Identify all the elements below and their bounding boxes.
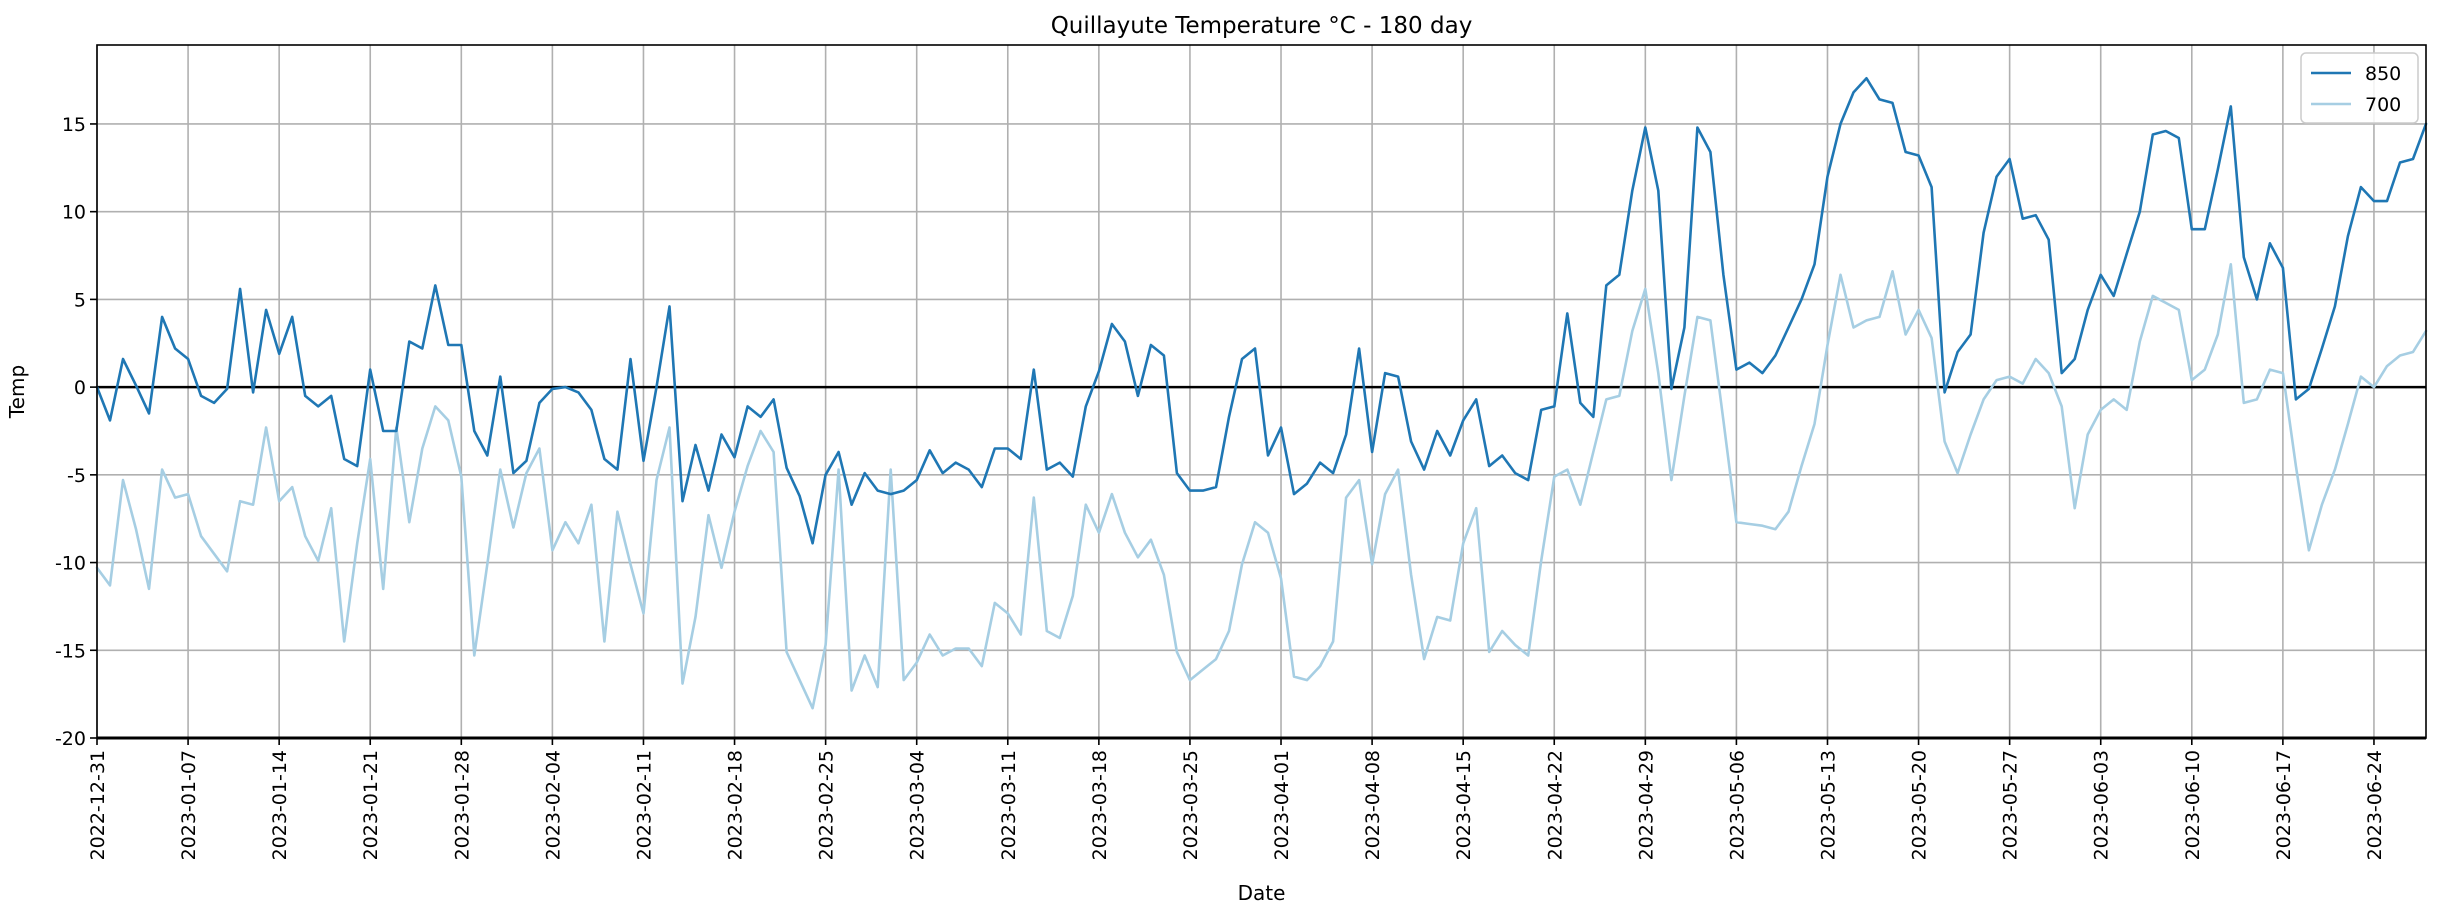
x-tick-label: 2023-01-21 xyxy=(360,750,382,860)
x-tick-label: 2023-04-01 xyxy=(1271,750,1293,860)
x-tick-label: 2023-05-27 xyxy=(2000,750,2022,860)
x-tick-label: 2023-02-18 xyxy=(725,750,747,860)
y-tick-label: -15 xyxy=(55,640,86,662)
y-tick-label: 10 xyxy=(62,202,86,224)
y-tick-label: -10 xyxy=(55,553,86,575)
x-tick-label: 2022-12-31 xyxy=(87,750,109,860)
series-line-850 xyxy=(95,77,2428,545)
y-tick-label: 0 xyxy=(74,377,86,399)
chart-title: Quillayute Temperature °C - 180 day xyxy=(1051,13,1473,39)
y-axis-label: Temp xyxy=(5,365,29,419)
x-tick-label: 2023-06-10 xyxy=(2182,750,2204,860)
x-tick-label: 2023-03-25 xyxy=(1180,750,1202,860)
x-tick-label: 2023-05-06 xyxy=(1726,750,1748,860)
x-tick-label: 2023-01-14 xyxy=(269,750,291,860)
legend-label: 850 xyxy=(2365,63,2401,85)
series-layer xyxy=(95,77,2428,710)
legend-label: 700 xyxy=(2365,94,2401,116)
x-tick-label: 2023-05-13 xyxy=(1817,750,1839,860)
series-line-700 xyxy=(95,262,2428,710)
x-tick-label: 2023-06-24 xyxy=(2364,750,2386,860)
y-tick-label: 15 xyxy=(62,114,86,136)
y-tick-label: -5 xyxy=(67,465,86,487)
x-tick-label: 2023-03-11 xyxy=(998,750,1020,860)
legend-box xyxy=(2300,52,2419,124)
y-tick-label: 5 xyxy=(74,289,86,311)
x-tick-label: 2023-03-18 xyxy=(1089,750,1111,860)
x-tick-label: 2023-06-03 xyxy=(2091,750,2113,860)
x-tick-label: 2023-02-25 xyxy=(816,750,838,860)
x-tick-label: 2023-02-11 xyxy=(633,750,655,860)
x-tick-label: 2023-01-07 xyxy=(178,750,200,860)
x-axis-ticks: 2022-12-31 2023-01-07 2023-01-14 2023-01-21… xyxy=(87,738,2386,860)
x-tick-label: 2023-06-17 xyxy=(2273,750,2295,860)
x-tick-label: 2023-02-04 xyxy=(542,750,564,860)
x-tick-label: 2023-05-20 xyxy=(1909,750,1931,860)
x-tick-label: 2023-04-29 xyxy=(1635,750,1657,860)
x-axis-label: Date xyxy=(1238,881,1286,905)
x-tick-label: 2023-01-28 xyxy=(451,750,473,860)
x-tick-label: 2023-03-04 xyxy=(907,750,929,860)
y-axis-ticks: -20 -15 -10 -5 0 5 10 15 xyxy=(55,114,97,750)
axes-frame xyxy=(96,44,2427,740)
x-tick-label: 2023-04-15 xyxy=(1453,750,1475,860)
x-tick-label: 2023-04-08 xyxy=(1362,750,1384,860)
x-tick-label: 2023-04-22 xyxy=(1544,750,1566,860)
y-tick-label: -20 xyxy=(55,728,86,750)
